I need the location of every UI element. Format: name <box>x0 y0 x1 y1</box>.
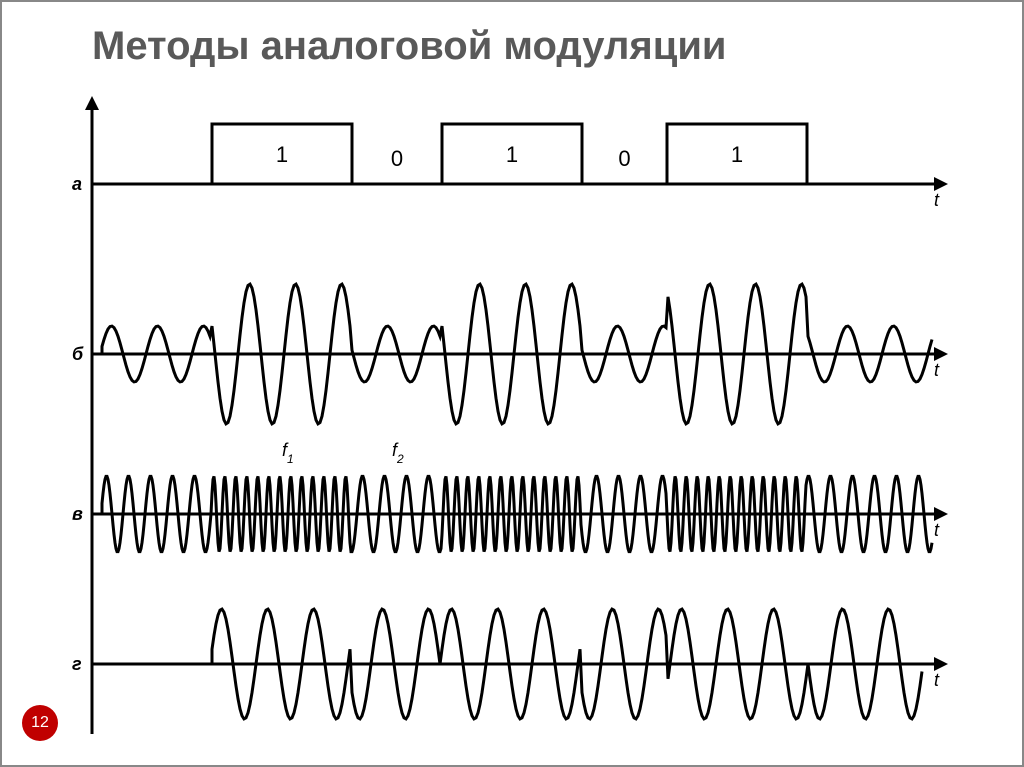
bit-label: 1 <box>276 142 288 167</box>
bit-label: 0 <box>618 146 630 171</box>
bit-label: 0 <box>391 146 403 171</box>
bit-label: 1 <box>506 142 518 167</box>
row-label-v: в <box>72 504 83 524</box>
row-label-g: г <box>72 654 82 674</box>
page-number: 12 <box>31 714 49 732</box>
figure-svg: t а t б t в t г 1 0 1 0 1 f1 f2 <box>62 94 962 734</box>
axis-label-t: t <box>934 360 940 380</box>
axis-label-t: t <box>934 670 940 690</box>
modulation-figure: t а t б t в t г 1 0 1 0 1 f1 f2 <box>62 94 962 734</box>
arrowhead <box>934 507 948 521</box>
arrowhead <box>85 96 99 110</box>
arrowhead <box>934 657 948 671</box>
row-label-a: а <box>72 174 82 194</box>
digital-signal <box>132 124 922 184</box>
arrowhead <box>934 347 948 361</box>
freq-label: f1 <box>282 440 294 466</box>
axis-label-t: t <box>934 520 940 540</box>
axis-label-t: t <box>934 190 940 210</box>
arrowhead <box>934 177 948 191</box>
bit-label: 1 <box>731 142 743 167</box>
slide: Методы аналоговой модуляции 12 t а t б t в t г 1… <box>0 0 1024 767</box>
row-label-b: б <box>72 344 84 364</box>
slide-title: Методы аналоговой модуляции <box>92 24 727 69</box>
freq-label: f2 <box>392 440 404 466</box>
page-number-badge: 12 <box>22 705 58 741</box>
